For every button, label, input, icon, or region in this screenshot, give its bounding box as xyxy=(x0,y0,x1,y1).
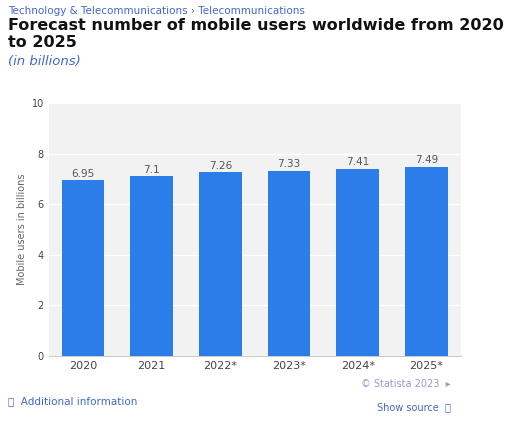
Text: 7.1: 7.1 xyxy=(143,165,160,175)
Text: 7.26: 7.26 xyxy=(209,161,232,171)
Bar xyxy=(61,180,104,356)
Bar xyxy=(199,172,242,356)
Text: 7.49: 7.49 xyxy=(415,155,438,165)
Text: 6.95: 6.95 xyxy=(71,169,95,179)
Text: Technology & Telecommunications › Telecommunications: Technology & Telecommunications › Teleco… xyxy=(8,6,305,16)
Text: 7.33: 7.33 xyxy=(278,159,301,169)
Text: 7.41: 7.41 xyxy=(346,157,369,167)
Bar xyxy=(405,167,448,356)
Text: © Statista 2023  ▸: © Statista 2023 ▸ xyxy=(361,379,451,389)
Text: (in billions): (in billions) xyxy=(8,55,80,68)
Bar xyxy=(268,171,310,356)
Text: Forecast number of mobile users worldwide from 2020 to 2025: Forecast number of mobile users worldwid… xyxy=(8,18,503,50)
Bar xyxy=(131,176,173,356)
Bar xyxy=(336,168,379,356)
Text: ⓘ  Additional information: ⓘ Additional information xyxy=(8,396,137,406)
Text: Show source  ⓘ: Show source ⓘ xyxy=(377,402,451,413)
Y-axis label: Mobile users in billions: Mobile users in billions xyxy=(17,174,27,285)
